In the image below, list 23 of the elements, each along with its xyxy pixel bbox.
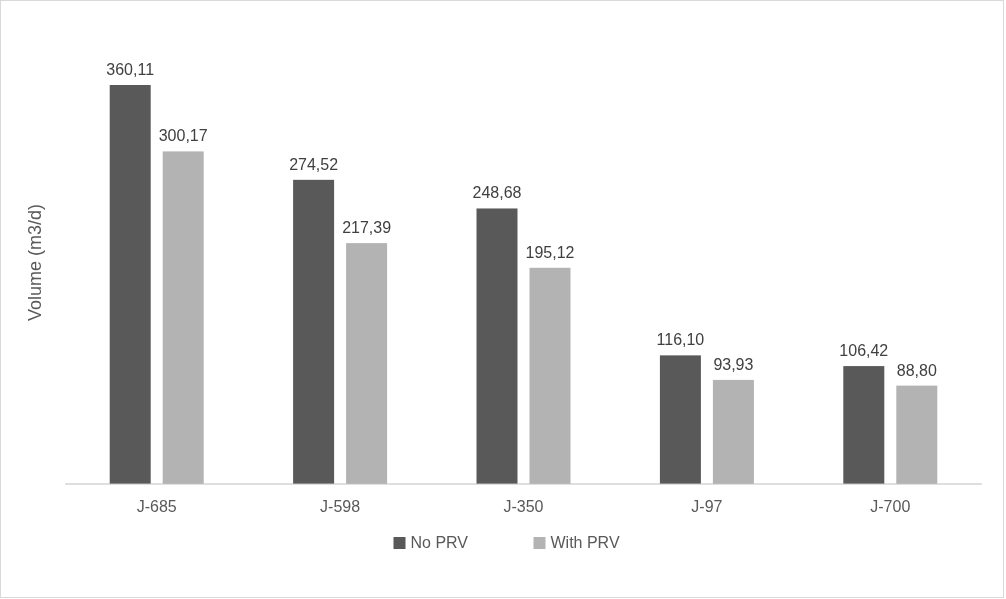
x-tick-label: J-598	[320, 498, 361, 515]
x-tick-label: J-685	[136, 498, 177, 515]
bar	[109, 85, 151, 484]
legend-label: No PRV	[410, 534, 469, 551]
bar	[476, 208, 518, 484]
x-tick-label: J-97	[691, 498, 723, 515]
y-axis-title: Volume (m3/d)	[25, 203, 45, 322]
x-tick-label: J-350	[503, 498, 544, 515]
data-label: 274,52	[289, 155, 339, 173]
data-label: 360,11	[106, 61, 155, 78]
data-label: 88,80	[896, 361, 937, 379]
data-label: 116,10	[656, 331, 705, 349]
data-label: 93,93	[713, 355, 754, 373]
data-label: 300,17	[158, 127, 208, 145]
bar	[843, 366, 885, 484]
data-label: 217,39	[342, 219, 392, 237]
data-label: 248,68	[472, 184, 522, 202]
data-label: 195,12	[525, 243, 575, 261]
bar	[293, 179, 335, 484]
x-tick-label: J-700	[870, 498, 911, 515]
data-label: 106,42	[839, 342, 889, 360]
legend-label: With PRV	[550, 534, 620, 551]
bar	[659, 355, 701, 484]
